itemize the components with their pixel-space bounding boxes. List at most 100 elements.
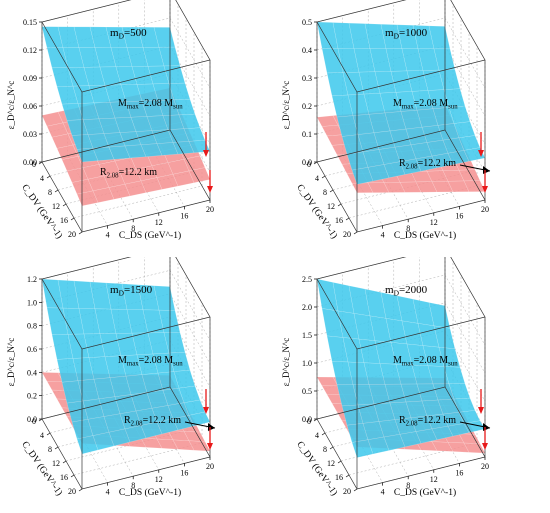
upper-surface-md-2000 xyxy=(316,278,486,458)
x-axis-label: C_DV (GeV^-1) xyxy=(19,439,65,497)
x-tick-mark xyxy=(54,446,59,450)
radius-pointer-head xyxy=(483,166,490,174)
y-tick-label: 12 xyxy=(155,218,163,227)
chart-panel-md-1000: 0.0 0.1 0.2 0.3 0.4 0.5 0 4 8 12 16 20 4 8 12 16 20 ε_D^c… xyxy=(275,0,550,256)
x-tick-mark xyxy=(329,446,334,450)
z-tick-label: 0.12 xyxy=(23,46,37,55)
x-tick-label: 16 xyxy=(60,216,68,225)
z-tick-label: 0.8 xyxy=(27,322,37,331)
z-tick-label: 0.2 xyxy=(27,392,37,401)
y-tick-label: 16 xyxy=(180,211,188,220)
red-arrow-head xyxy=(478,407,484,414)
x-tick-label: 0 xyxy=(32,160,36,169)
z-tick-label: 1.0 xyxy=(27,298,37,307)
z-tick-label: 0.2 xyxy=(302,102,312,111)
z-tick-label: 0.0 xyxy=(27,415,37,424)
x-tick-mark xyxy=(38,161,43,165)
red-arrow-head xyxy=(203,150,209,157)
panel-title-md-500: mD=500 xyxy=(110,27,147,41)
y-tick-label: 4 xyxy=(106,231,110,240)
x-tick-mark xyxy=(38,418,43,422)
y-tick-label: 16 xyxy=(455,211,463,220)
x-tick-mark xyxy=(54,189,59,193)
x-tick-label: 0 xyxy=(32,417,36,426)
x-tick-mark xyxy=(337,203,342,207)
z-axis-label: ε_D^c/ε_N^c xyxy=(6,338,16,387)
y-axis-label: C_DS (GeV^-1) xyxy=(119,230,181,241)
y-tick-label: 8 xyxy=(131,481,135,490)
panel-title-md-1000: mD=1000 xyxy=(385,27,428,41)
y-axis-label: C_DS (GeV^-1) xyxy=(394,487,456,498)
x-tick-label: 12 xyxy=(327,459,335,468)
z-tick-label: 0.4 xyxy=(27,368,37,377)
z-tick-label: 1.5 xyxy=(302,331,312,340)
x-tick-mark xyxy=(321,432,326,436)
x-tick-mark xyxy=(78,488,83,492)
red-arrow-head xyxy=(207,443,213,450)
x-tick-label: 20 xyxy=(343,230,351,239)
z-axis-label: ε_D^c/ε_N^c xyxy=(281,338,291,387)
x-tick-label: 16 xyxy=(335,473,343,482)
x-tick-mark xyxy=(345,474,350,478)
x-tick-label: 0 xyxy=(307,160,311,169)
y-tick-label: 12 xyxy=(155,475,163,484)
x-tick-label: 8 xyxy=(48,188,52,197)
x-tick-label: 20 xyxy=(343,487,351,496)
upper-surface-md-500 xyxy=(41,26,211,163)
chart-panel-md-500: 0.00 0.03 0.06 0.09 0.12 0.15 0 4 8 12 16 20 4 8 12 16 2… xyxy=(0,0,275,256)
z-axis-label: ε_D^c/ε_N^c xyxy=(6,81,16,130)
radius-pointer-head xyxy=(208,423,215,431)
x-tick-mark xyxy=(46,175,51,179)
x-tick-label: 20 xyxy=(68,230,76,239)
x-tick-label: 4 xyxy=(315,174,319,183)
x-tick-label: 0 xyxy=(307,417,311,426)
z-tick-label: 0.5 xyxy=(302,387,312,396)
x-tick-label: 8 xyxy=(323,188,327,197)
y-axis-label: C_DS (GeV^-1) xyxy=(119,487,181,498)
red-arrow-head xyxy=(478,150,484,157)
y-tick-label: 4 xyxy=(381,488,385,497)
mmax-annotation: Mmax=2.08 Msun xyxy=(118,98,183,111)
x-axis-label: C_DV (GeV^-1) xyxy=(294,439,340,497)
mmax-annotation: Mmax=2.08 Msun xyxy=(118,355,183,368)
red-arrow-head xyxy=(482,186,488,193)
y-tick-label: 12 xyxy=(430,475,438,484)
z-tick-label: 0.03 xyxy=(23,130,37,139)
x-axis-label: C_DV (GeV^-1) xyxy=(294,182,340,240)
y-tick-label: 8 xyxy=(406,224,410,233)
x-tick-label: 4 xyxy=(40,174,44,183)
x-tick-label: 8 xyxy=(323,445,327,454)
chart-panel-md-1500: 0.0 0.2 0.4 0.6 0.8 1.0 1.2 0 4 8 12 16 20 4 8 12 16 20 ε_… xyxy=(0,257,275,513)
x-tick-mark xyxy=(321,175,326,179)
x-tick-label: 12 xyxy=(52,459,60,468)
x-tick-mark xyxy=(345,217,350,221)
panel-title-md-2000: mD=2000 xyxy=(385,284,428,298)
box-edges xyxy=(316,257,486,490)
z-tick-label: 0.6 xyxy=(27,345,37,354)
x-tick-label: 12 xyxy=(327,202,335,211)
z-tick-label: 0.06 xyxy=(23,102,37,111)
x-tick-mark xyxy=(62,460,67,464)
x-tick-label: 16 xyxy=(335,216,343,225)
x-tick-mark xyxy=(46,432,51,436)
radius-annotation: R2.08=12.2 km xyxy=(124,415,181,428)
red-arrow-head xyxy=(482,443,488,450)
y-tick-label: 8 xyxy=(131,224,135,233)
chart-panel-md-2000: 0.0 0.5 1.0 1.5 2.0 2.5 0 4 8 12 16 20 4 8 12 16 20 ε_D^c… xyxy=(275,257,550,513)
z-tick-label: 1.2 xyxy=(27,275,37,284)
x-tick-mark xyxy=(329,189,334,193)
x-tick-mark xyxy=(70,217,75,221)
y-tick-label: 4 xyxy=(106,488,110,497)
y-tick-label: 20 xyxy=(481,205,489,214)
z-tick-label: 0.09 xyxy=(23,74,37,83)
z-axis-label: ε_D^c/ε_N^c xyxy=(281,81,291,130)
upper-surface-md-1000 xyxy=(316,21,486,185)
x-tick-mark xyxy=(313,161,318,165)
mmax-annotation: Mmax=2.08 Msun xyxy=(393,98,458,111)
x-tick-mark xyxy=(353,488,358,492)
y-tick-label: 4 xyxy=(381,231,385,240)
z-tick-label: 0.5 xyxy=(302,18,312,27)
y-tick-label: 16 xyxy=(455,468,463,477)
